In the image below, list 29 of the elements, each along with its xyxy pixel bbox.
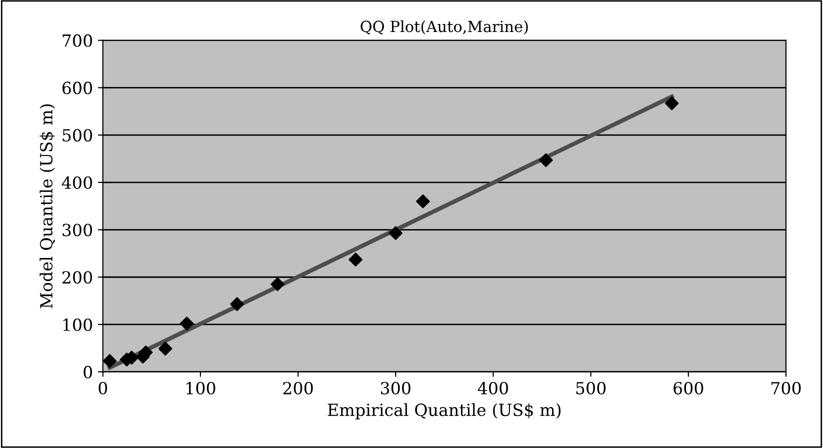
x-tick-label: 600 [674,382,704,394]
x-tick-label: 0 [98,382,108,394]
point [348,252,363,267]
point [180,316,194,330]
y-tick-label: 200 [62,271,92,284]
y-tick-label: 0 [84,366,92,378]
x-tick-label: 400 [478,382,508,394]
point [664,96,679,110]
y-tick-label: 700 [62,34,92,47]
x-tick-label: 100 [186,382,216,394]
point [539,153,553,168]
y-tick-label: 400 [62,176,92,189]
x-tick-label: 300 [380,382,410,394]
x-axis-title: Empirical Quantile (US$ m) [328,403,561,420]
point [230,297,244,312]
x-tick-label: 500 [576,382,606,394]
y-tick-label: 300 [62,224,92,236]
y-axis-title: Model Quantile (US$ m) [40,104,55,308]
x-tick-label: 200 [283,382,313,394]
y-tick-label: 500 [62,129,92,142]
point [102,354,117,368]
point [158,342,172,356]
point [388,226,403,240]
chart-title: QQ Plot(Auto,Marine) [360,20,528,34]
x-tick-label: 700 [771,382,801,394]
point [416,194,430,208]
point [270,277,284,292]
y-tick-label: 600 [62,82,92,94]
y-tick-label: 100 [63,318,92,332]
